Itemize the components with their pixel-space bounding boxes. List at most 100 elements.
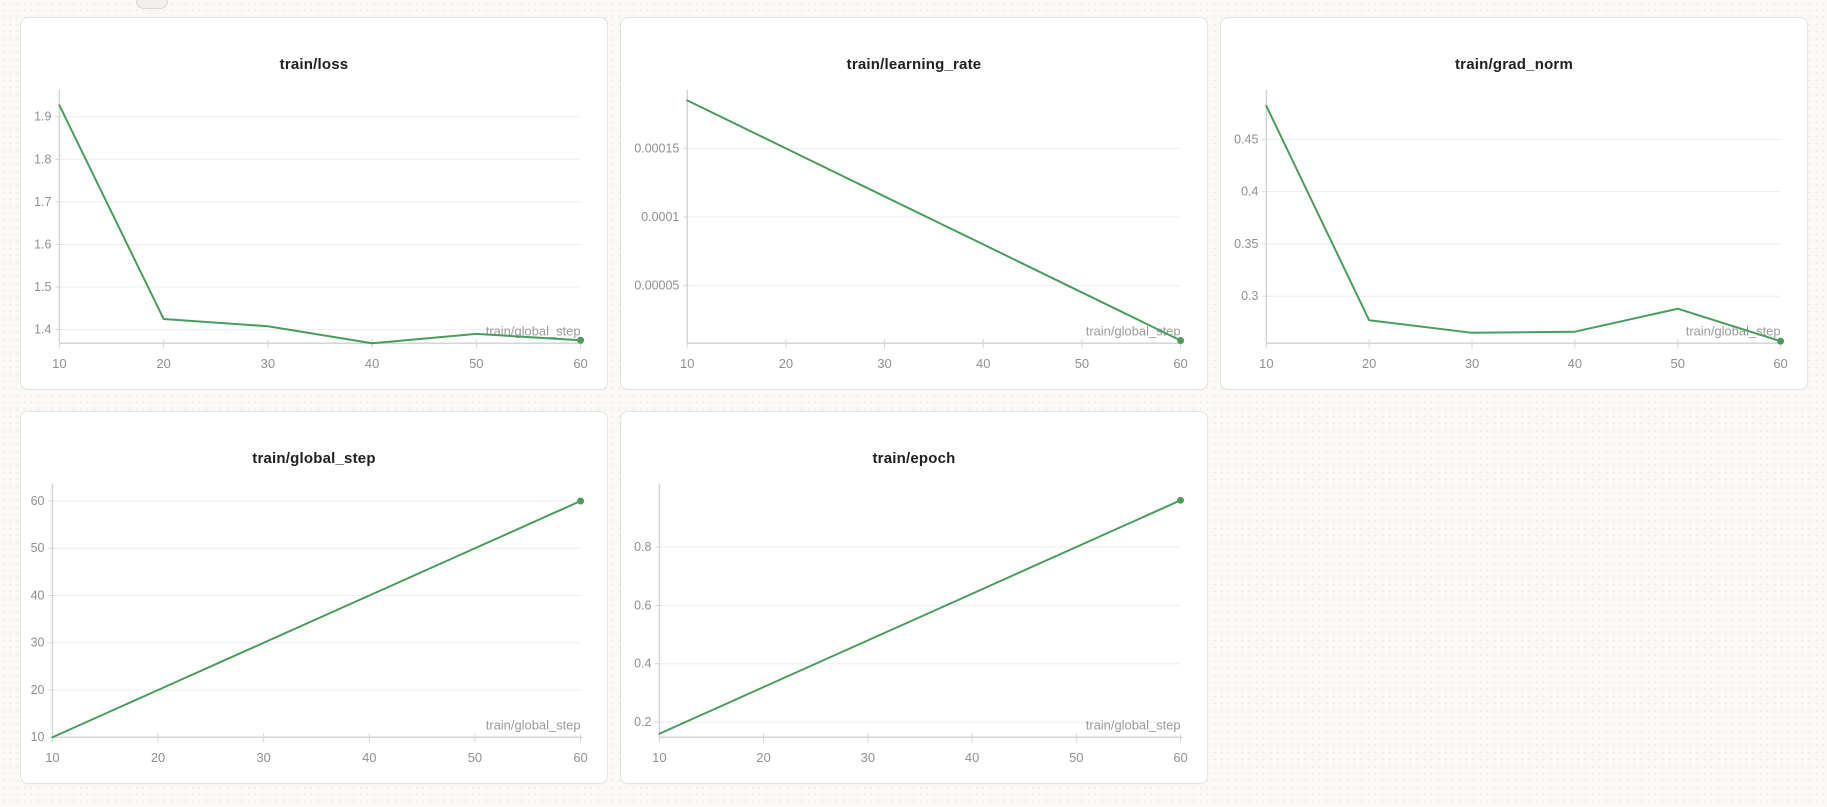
svg-text:50: 50 (1069, 750, 1083, 765)
x-axis-label: train/global_step (1086, 717, 1181, 732)
svg-text:10: 10 (680, 356, 694, 371)
svg-text:50: 50 (1671, 356, 1685, 371)
svg-text:10: 10 (45, 750, 59, 765)
svg-text:40: 40 (976, 356, 990, 371)
svg-text:40: 40 (1568, 356, 1582, 371)
svg-text:40: 40 (362, 750, 376, 765)
series-line (51, 500, 582, 739)
svg-text:20: 20 (756, 750, 770, 765)
svg-text:10: 10 (1259, 356, 1273, 371)
gridlines (659, 546, 1181, 723)
svg-text:50: 50 (469, 356, 483, 371)
svg-text:10: 10 (52, 356, 66, 371)
last-point-marker (1177, 337, 1185, 344)
svg-text:0.4: 0.4 (1241, 185, 1258, 199)
chart-title: train/loss (279, 56, 349, 73)
svg-text:20: 20 (156, 356, 170, 371)
chart-title: train/learning_rate (846, 56, 982, 73)
svg-text:1.7: 1.7 (34, 195, 51, 209)
svg-text:0.00005: 0.00005 (634, 279, 679, 293)
chart-card-train-learning-rate[interactable]: train/learning_rate 0.00005 0.0001 0.00015… (620, 17, 1208, 390)
tick-labels: 0.3 0.35 0.4 0.45 10 20 30 40 50 60 (1234, 132, 1788, 371)
svg-text:60: 60 (573, 356, 587, 371)
chart-plot[interactable]: 0.00005 0.0001 0.00015 10 20 30 40 50 60 train/gl… (621, 18, 1207, 389)
axes (1265, 89, 1783, 344)
svg-text:30: 30 (256, 750, 270, 765)
svg-text:50: 50 (1075, 356, 1089, 371)
svg-text:40: 40 (965, 750, 979, 765)
svg-text:10: 10 (31, 730, 45, 744)
svg-text:0.45: 0.45 (1234, 132, 1258, 146)
tick-labels: 10 20 30 40 50 60 10 20 30 40 50 60 (31, 494, 588, 765)
svg-text:1.5: 1.5 (34, 280, 51, 294)
series-line (1265, 104, 1782, 343)
svg-text:60: 60 (1773, 356, 1787, 371)
tick-labels: 0.00005 0.0001 0.00015 10 20 30 40 50 60 (634, 141, 1187, 371)
svg-text:20: 20 (31, 683, 45, 697)
svg-text:50: 50 (468, 750, 482, 765)
svg-text:30: 30 (31, 636, 45, 650)
axes (51, 483, 583, 738)
gridlines (687, 147, 1181, 287)
series-line (686, 99, 1182, 342)
svg-text:0.00015: 0.00015 (634, 141, 679, 155)
svg-text:60: 60 (1173, 356, 1187, 371)
svg-text:0.35: 0.35 (1234, 237, 1258, 251)
chart-card-train-grad-norm[interactable]: train/grad_norm 0.3 0.35 0.4 0.45 10 20 30 40 50… (1220, 17, 1808, 390)
axes (686, 89, 1183, 344)
x-axis-label: train/global_step (486, 717, 581, 732)
clipped-element-top (136, 0, 168, 9)
last-point-marker (577, 497, 585, 505)
svg-text:20: 20 (151, 750, 165, 765)
x-axis-label: train/global_step (486, 323, 581, 338)
chart-card-train-epoch[interactable]: train/epoch 0.2 0.4 0.6 0.8 10 20 30 40 50 60 trai… (620, 411, 1208, 784)
chart-title: train/epoch (872, 450, 956, 467)
svg-text:0.2: 0.2 (634, 715, 651, 729)
axis-ticks (55, 116, 582, 349)
axis-ticks (1262, 138, 1782, 349)
gridlines (59, 116, 581, 331)
svg-text:50: 50 (31, 541, 45, 555)
svg-text:60: 60 (31, 494, 45, 508)
svg-text:20: 20 (1362, 356, 1376, 371)
svg-text:0.8: 0.8 (634, 540, 651, 554)
svg-text:60: 60 (573, 750, 587, 765)
svg-text:0.0001: 0.0001 (641, 210, 679, 224)
chart-plot[interactable]: 0.2 0.4 0.6 0.8 10 20 30 40 50 60 train/global_ste… (621, 412, 1207, 783)
svg-text:40: 40 (365, 356, 379, 371)
axes (58, 89, 583, 344)
charts-grid: train/loss 1.4 1.5 1.6 1.7 1.8 1.9 10 20 30 40 50 6… (20, 17, 1808, 784)
chart-title: train/grad_norm (1454, 56, 1574, 73)
last-point-marker (1777, 337, 1785, 345)
svg-text:30: 30 (261, 356, 275, 371)
chart-plot[interactable]: 1.4 1.5 1.6 1.7 1.8 1.9 10 20 30 40 50 60 train/glob… (21, 18, 607, 389)
svg-text:1.9: 1.9 (34, 110, 51, 124)
svg-text:60: 60 (1173, 750, 1187, 765)
svg-text:20: 20 (779, 356, 793, 371)
svg-text:0.6: 0.6 (634, 598, 651, 612)
svg-text:1.4: 1.4 (34, 323, 51, 337)
axis-ticks (655, 546, 1182, 743)
gridlines (1266, 138, 1781, 297)
chart-title: train/global_step (252, 450, 376, 467)
chart-card-train-global-step[interactable]: train/global_step 10 20 30 40 50 60 10 20 30 40 50… (20, 411, 608, 784)
svg-text:30: 30 (861, 750, 875, 765)
axis-ticks (683, 147, 1182, 349)
svg-text:1.8: 1.8 (34, 152, 51, 166)
chart-card-train-loss[interactable]: train/loss 1.4 1.5 1.6 1.7 1.8 1.9 10 20 30 40 50 6… (20, 17, 608, 390)
svg-text:10: 10 (652, 750, 666, 765)
tick-labels: 0.2 0.4 0.6 0.8 10 20 30 40 50 60 (634, 540, 1188, 765)
last-point-marker (1177, 496, 1185, 504)
svg-text:40: 40 (31, 588, 45, 602)
svg-text:30: 30 (877, 356, 891, 371)
tick-labels: 1.4 1.5 1.6 1.7 1.8 1.9 10 20 30 40 50 60 (34, 110, 588, 371)
svg-text:0.4: 0.4 (634, 657, 651, 671)
last-point-marker (577, 336, 585, 344)
svg-text:1.6: 1.6 (34, 237, 51, 251)
svg-text:30: 30 (1465, 356, 1479, 371)
series-line (58, 104, 582, 345)
series-line (658, 499, 1182, 735)
svg-text:0.3: 0.3 (1241, 289, 1258, 303)
